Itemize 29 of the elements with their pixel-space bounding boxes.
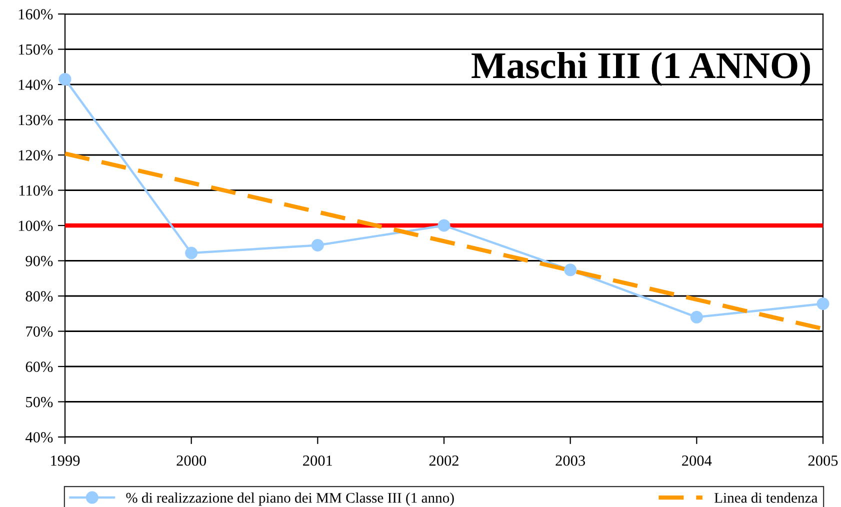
y-tick-label: 140%: [18, 80, 53, 90]
x-tick-label: 2001: [303, 455, 332, 466]
x-tick-label: 2004: [682, 455, 712, 466]
legend-label: % di realizzazione del piano dei MM Classe III (1 anno): [126, 492, 454, 506]
y-tick-label: 160%: [18, 9, 53, 20]
x-tick-label: 2003: [556, 455, 586, 466]
y-tick-label: 80%: [26, 291, 53, 302]
y-tick-label: 70%: [26, 326, 53, 337]
point: [690, 310, 703, 324]
y-tick-label: 60%: [26, 362, 53, 372]
x-tick-label: 2000: [176, 455, 206, 466]
x-tick-label: 2005: [808, 455, 838, 466]
x-tick-label: 1999: [51, 456, 80, 466]
y-tick-label: 150%: [18, 44, 53, 55]
point: [185, 246, 198, 260]
x-tick-label: 2002: [429, 455, 458, 466]
point: [438, 219, 450, 232]
text: Maschi III (1 ANNO): [472, 52, 810, 86]
point: [816, 298, 830, 310]
y-tick-label: 50%: [26, 396, 53, 408]
y-tick-label: 120%: [18, 150, 53, 160]
y-tick-label: 40%: [25, 432, 53, 442]
y-tick-label: 130%: [18, 114, 53, 126]
y-tick-label: 110%: [19, 185, 53, 196]
y-tick-label: 100%: [18, 220, 53, 231]
y-tick-label: 90%: [26, 256, 53, 266]
legend-label: Linea di tendenza: [714, 492, 818, 503]
point: [564, 264, 577, 276]
point: [311, 238, 324, 252]
